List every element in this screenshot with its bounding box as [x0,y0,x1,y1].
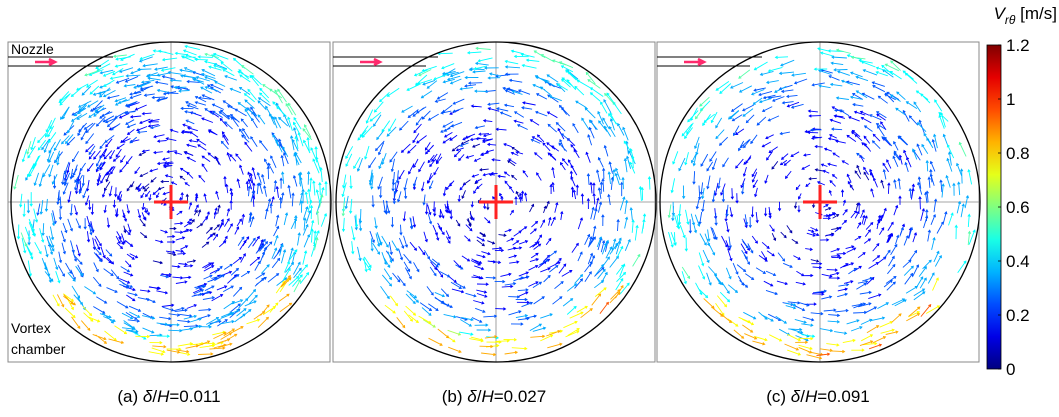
center-cross [479,185,513,219]
vector-field [52,278,289,356]
center-cross [154,185,188,219]
vector-field [36,71,298,328]
text-part: H [157,387,170,406]
center-cross [803,185,837,219]
colorbar-tick-label: 0.8 [1006,144,1030,163]
vector-field [599,301,609,314]
panel-caption: (b) δ/H=0.027 [442,387,546,406]
chamber-label: chamber [11,341,66,357]
colorbar-tick-label: 1 [1006,90,1015,109]
chamber-wall [335,41,657,363]
colorbar-tick-label: 0 [1006,360,1015,379]
chamber-label: Vortex [11,320,51,336]
vector-field [368,72,624,326]
nozzle-label: Nozzle [11,41,54,57]
text-part: =0.027 [494,387,546,406]
text-part: δ [143,387,153,406]
text-part: [m/s] [1020,4,1057,23]
text-part: δ [791,387,801,406]
inflow-arrow [35,57,58,67]
vector-field [667,48,972,280]
vector-field [771,161,885,263]
text-part: H [805,387,818,406]
inflow-arrow [360,57,383,67]
text-part: δ [467,387,477,406]
text-part: (a) [117,387,138,406]
text-part: (b) [442,387,463,406]
vector-field [16,44,328,340]
vector-field [713,101,925,306]
vector-field [392,101,600,311]
vector-field [384,287,607,351]
vector-field [25,56,322,337]
vector-field [341,49,652,340]
chamber-wall [659,41,981,363]
vector-field [344,61,636,332]
text-part: V [994,4,1007,23]
vector-field [13,52,324,293]
chamber-wall [10,41,332,363]
vector-field [671,55,970,342]
text-part: =0.091 [817,387,869,406]
colorbar-tick-label: 0.2 [1006,306,1030,325]
inflow-arrow [684,57,707,67]
text-part: (c) [766,387,786,406]
panel-caption: (c) δ/H=0.091 [766,387,870,406]
panel-caption: (a) δ/H=0.011 [117,387,220,406]
text-part: rθ [1005,13,1016,27]
vector-field [703,298,921,360]
text-part: H [481,387,494,406]
vector-field [688,68,948,322]
vector-field [451,139,550,247]
vector-field [341,46,641,267]
colorbar-tick-label: 0.4 [1006,252,1030,271]
vector-field [715,277,941,356]
colorbar-tick-label: 0.6 [1006,198,1030,217]
vector-field [56,275,293,356]
colorbar-tick-label: 1.2 [1006,36,1030,55]
vector-field [396,284,624,357]
vector-field [816,304,932,356]
colorbar-label: Vrθ [m/s] [994,4,1057,28]
text-part: =0.011 [169,387,220,406]
vector-field [63,102,279,309]
